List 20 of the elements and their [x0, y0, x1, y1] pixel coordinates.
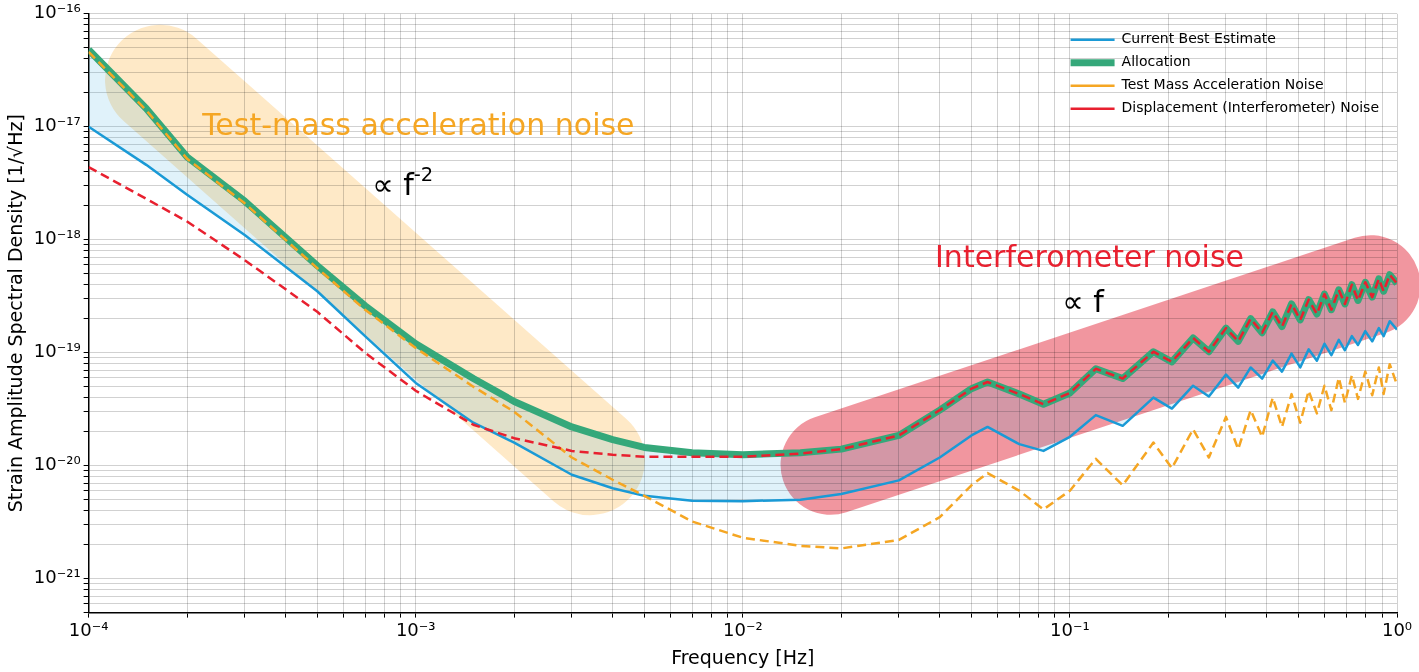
x-axis-title: Frequency [Hz] — [671, 645, 815, 668]
y-tick-label: 10⁻¹⁸ — [33, 227, 81, 249]
y-tick-label: 10⁻¹⁷ — [33, 114, 81, 136]
annotation: Test-mass acceleration noise — [201, 107, 635, 143]
legend-label: Allocation — [1121, 53, 1191, 70]
x-tick-label: 10⁻⁴ — [68, 619, 109, 641]
legend-label: Current Best Estimate — [1121, 30, 1276, 47]
y-tick-label: 10⁻²⁰ — [33, 453, 81, 475]
x-tick-label: 10⁰ — [1381, 619, 1413, 641]
annotation: Interferometer noise — [935, 239, 1245, 275]
y-tick-label: 10⁻¹⁹ — [33, 340, 81, 362]
legend-label: Displacement (Interferometer) Noise — [1121, 99, 1380, 116]
annotation: ∝ f — [1062, 284, 1106, 320]
y-tick-label: 10⁻¹⁶ — [33, 1, 81, 23]
x-tick-label: 10⁻³ — [395, 619, 436, 641]
x-tick-label: 10⁻¹ — [1050, 619, 1090, 641]
legend-label: Test Mass Acceleration Noise — [1120, 76, 1324, 93]
y-tick-label: 10⁻²¹ — [33, 566, 81, 588]
x-tick-label: 10⁻² — [723, 619, 763, 641]
y-axis-title: Strain Amplitude Spectral Density [1/√Hz] — [4, 114, 27, 513]
